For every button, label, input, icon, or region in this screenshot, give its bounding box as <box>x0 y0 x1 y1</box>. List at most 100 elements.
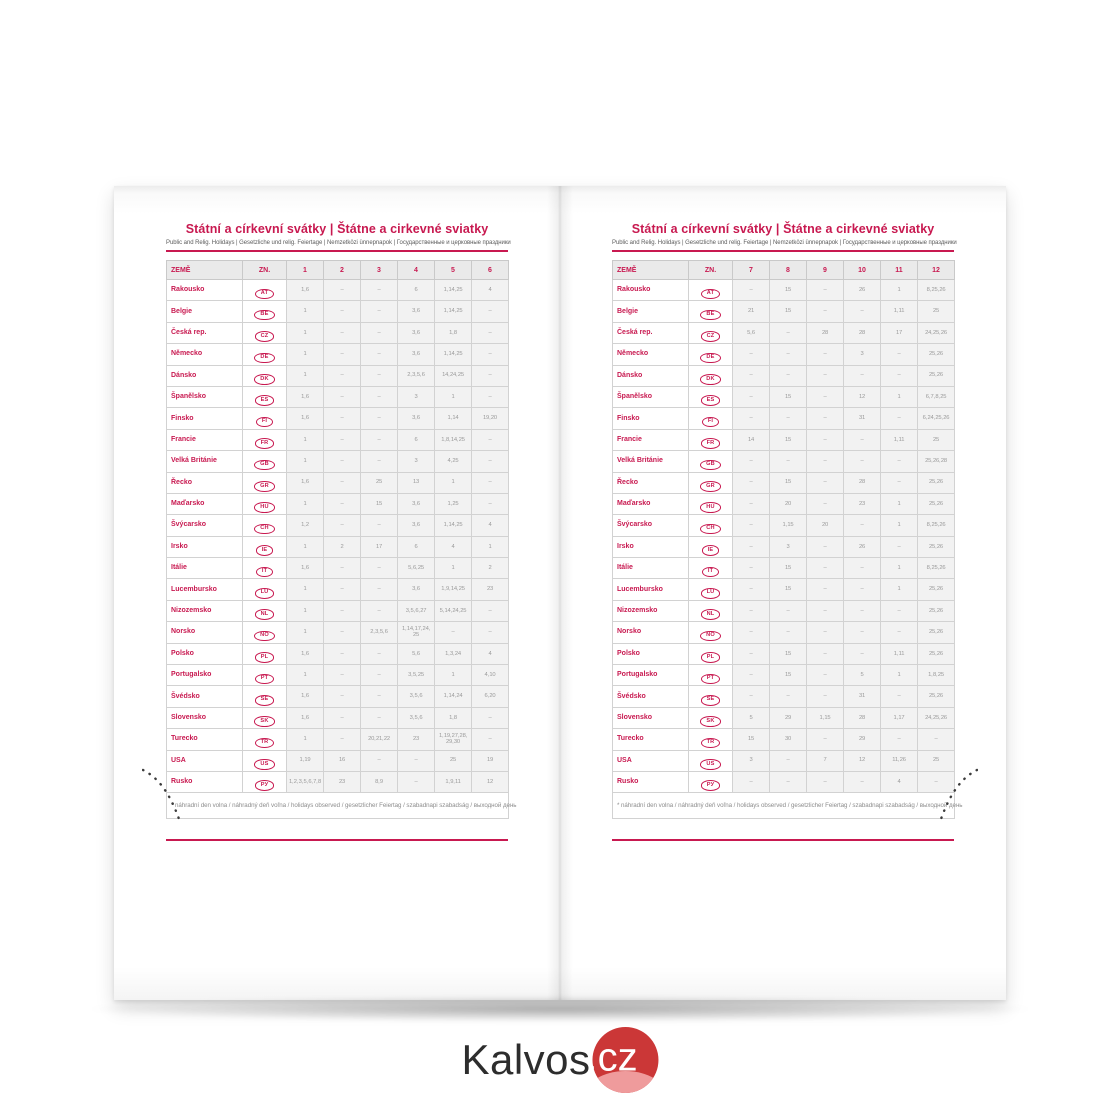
holiday-days-cell: 3, 6 <box>397 492 435 516</box>
holiday-days-cell: – <box>434 621 472 644</box>
country-name: Nizozemsko <box>166 599 243 623</box>
holiday-days-cell: 1, 14, 24 <box>434 685 472 708</box>
holiday-days-cell: 17 <box>880 321 918 345</box>
country-code-cell: LU <box>688 578 733 601</box>
country-code-cell: PL <box>688 642 733 666</box>
holiday-days-cell: – <box>806 557 844 580</box>
holiday-days-cell: – <box>323 321 361 345</box>
country-name: Rusko <box>166 770 243 794</box>
holiday-days-cell: – <box>471 321 509 345</box>
holiday-days-cell: – <box>843 450 881 473</box>
holiday-days-cell: 1, 15 <box>769 514 807 537</box>
holiday-days-cell: 1 <box>880 278 918 302</box>
country-code-cell: AT <box>242 278 287 302</box>
country-code-cell: LU <box>242 578 287 601</box>
holiday-days-cell: 1 <box>880 664 918 687</box>
country-code-cell: DK <box>688 364 733 387</box>
holiday-days-cell: – <box>360 343 398 366</box>
holiday-days-cell: 3, 5, 6 <box>397 685 435 708</box>
country-name: Maďarsko <box>612 492 689 516</box>
country-code-cell: NO <box>688 621 733 644</box>
holiday-days-cell: 15 <box>769 385 807 409</box>
country-code-badge: FR <box>254 438 275 449</box>
country-name: Rakousko <box>166 278 243 302</box>
country-name: Rakousko <box>612 278 689 302</box>
country-name: Maďarsko <box>166 492 243 516</box>
table-row: Německo DE 1– –3, 6 1, 14, 25– <box>166 343 509 366</box>
holiday-days-cell: – <box>880 728 918 751</box>
holiday-days-cell: – <box>806 300 844 323</box>
country-code-cell: ES <box>688 385 733 409</box>
holiday-days-cell: 1, 9, 11 <box>434 770 472 794</box>
holiday-days-cell: – <box>806 621 844 644</box>
holiday-days-cell: 3, 6 <box>397 407 435 430</box>
holiday-days-cell: 1 <box>880 385 918 409</box>
holiday-days-cell: 3 <box>397 450 435 473</box>
country-code-cell: TR <box>242 728 287 751</box>
holiday-days-cell: – <box>843 428 881 452</box>
country-code-cell: SE <box>688 685 733 708</box>
country-code-badge: CH <box>254 523 275 535</box>
country-code-badge: HU <box>700 502 721 513</box>
country-code-badge: РУ <box>700 780 721 792</box>
country-code-cell: DE <box>688 343 733 366</box>
country-code-badge: AT <box>700 288 721 300</box>
holiday-days-cell: 25, 26 <box>917 364 955 387</box>
country-name: Irsko <box>166 535 243 559</box>
holiday-days-cell: – <box>843 578 881 601</box>
holiday-days-cell: 1 <box>286 343 324 366</box>
holiday-days-cell: 5, 14, 24, 25 <box>434 599 472 623</box>
holiday-days-cell: – <box>732 621 770 644</box>
country-code-badge: GB <box>254 459 275 471</box>
footnote-row: * náhradní den volna / náhradný deň voľn… <box>166 792 517 819</box>
country-code-cell: IT <box>688 557 733 580</box>
table-row: Španělsko ES 1, 6– –3 1– <box>166 385 509 409</box>
holiday-days-cell: 11, 26 <box>880 749 918 772</box>
holiday-days-cell: 3 <box>769 535 807 559</box>
holiday-days-cell: 1, 6 <box>286 385 324 409</box>
holiday-days-cell: 3, 5, 6, 27 <box>397 599 435 623</box>
col-header-month: 4 <box>397 260 435 280</box>
table-row: Lucembursko LU –15– –1 25, 26 <box>612 578 955 601</box>
table-row: Řecko GR 1, 6–25 13 1– <box>166 471 509 494</box>
holiday-days-cell: – <box>732 278 770 302</box>
holiday-days-cell: – <box>880 535 918 559</box>
country-name: Česká rep. <box>612 321 689 345</box>
holiday-days-cell: – <box>360 450 398 473</box>
holiday-days-cell: – <box>806 471 844 494</box>
holiday-days-cell: – <box>880 343 918 366</box>
holiday-days-cell: 1, 2, 3, 5, 6, 7, 8 <box>286 770 324 794</box>
country-code-cell: CZ <box>242 321 287 345</box>
holiday-days-cell: – <box>323 728 361 751</box>
holiday-days-cell: – <box>471 599 509 623</box>
holiday-days-cell: 28 <box>806 321 844 345</box>
holiday-days-cell: – <box>732 364 770 387</box>
country-code-badge: FR <box>700 438 721 449</box>
country-code-badge: IE <box>255 545 274 556</box>
col-header-month: 11 <box>880 260 918 280</box>
holiday-days-cell: 4, 10 <box>471 664 509 687</box>
country-name: Itálie <box>612 557 689 580</box>
logo-wordmark: Kalvos <box>461 1036 591 1083</box>
holiday-days-cell: 5 <box>843 664 881 687</box>
country-code-badge: GR <box>254 481 275 492</box>
holiday-days-cell: 30 <box>769 728 807 751</box>
holiday-days-cell: 15 <box>769 642 807 666</box>
holiday-days-cell: – <box>360 578 398 601</box>
country-code-badge: SK <box>700 716 721 727</box>
holiday-days-cell: – <box>323 492 361 516</box>
table-row: Česká rep. CZ 1– –3, 6 1, 8– <box>166 321 509 345</box>
country-name: Velká Británie <box>612 450 689 473</box>
holiday-days-cell: 25, 26 <box>917 535 955 559</box>
country-code-badge: NO <box>254 630 275 642</box>
country-code-cell: HU <box>688 492 733 516</box>
holiday-days-cell: 15 <box>360 492 398 516</box>
country-code-cell: US <box>242 749 287 772</box>
holiday-days-cell: – <box>732 407 770 430</box>
country-name: Turecko <box>612 728 689 751</box>
country-code-badge: NL <box>700 609 721 620</box>
holiday-days-cell: 23 <box>471 578 509 601</box>
country-code-cell: DK <box>242 364 287 387</box>
country-code-cell: FR <box>242 428 287 452</box>
holiday-days-cell: – <box>806 450 844 473</box>
